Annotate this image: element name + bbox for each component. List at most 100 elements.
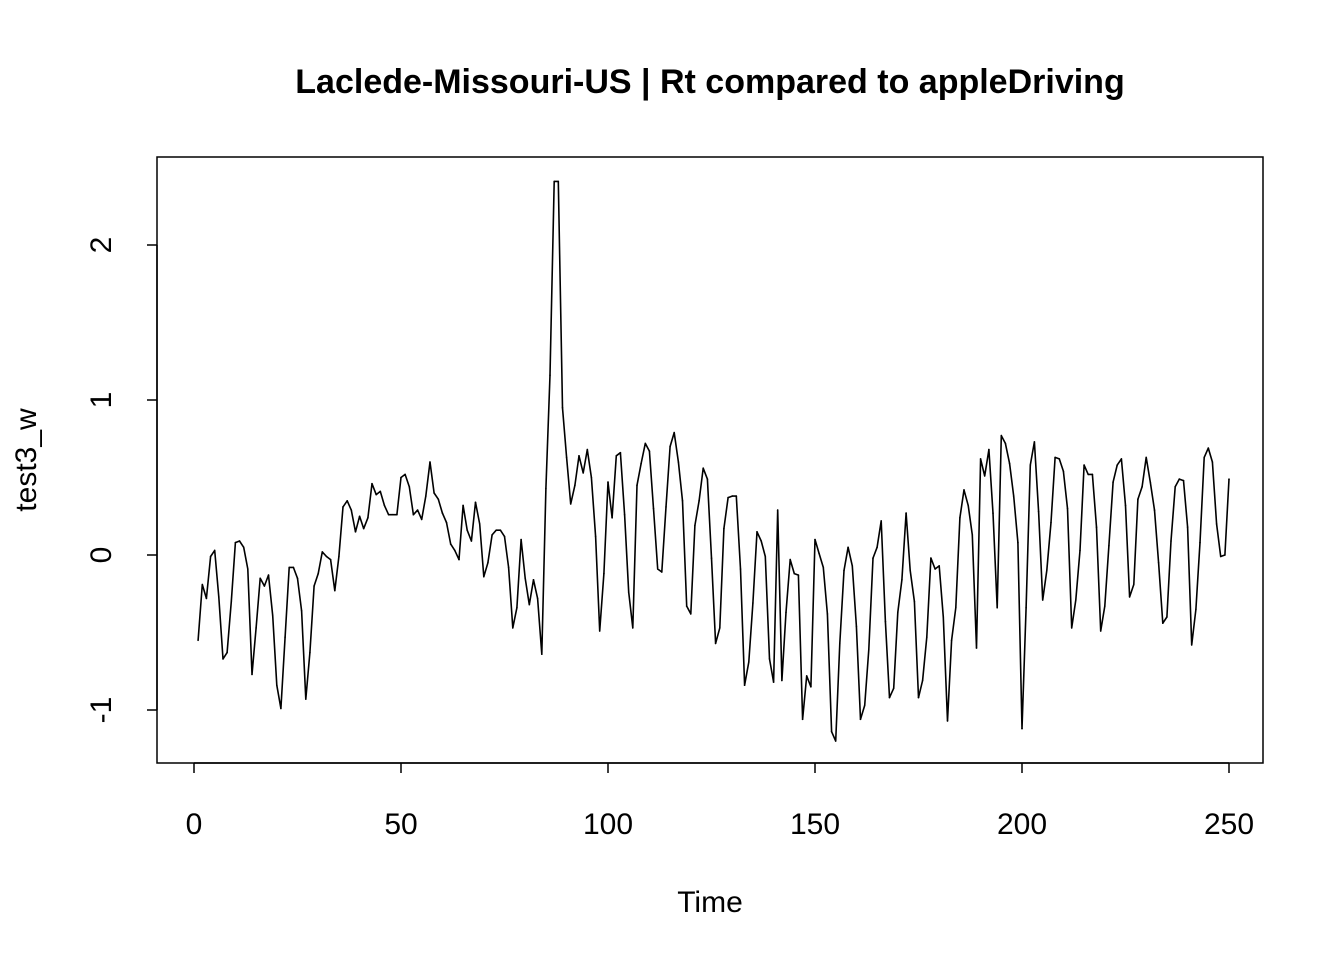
data-point: [598, 630, 601, 632]
data-point: [512, 627, 514, 629]
data-point: [280, 707, 282, 710]
data-point: [557, 180, 560, 183]
data-point: [839, 642, 841, 645]
data-point: [1041, 599, 1044, 601]
data-point: [785, 611, 787, 614]
data-point: [209, 555, 212, 558]
data-point: [433, 492, 435, 494]
data-point: [897, 611, 899, 614]
data-point: [603, 572, 605, 575]
data-point: [847, 546, 849, 549]
data-point: [748, 661, 750, 663]
data-point: [1137, 498, 1139, 501]
data-point: [1219, 555, 1222, 558]
data-point: [884, 620, 887, 623]
data-point: [942, 616, 945, 618]
data-point: [756, 531, 758, 533]
data-point: [955, 606, 957, 609]
data-point: [541, 653, 543, 655]
data-point: [466, 529, 469, 531]
data-point: [652, 507, 655, 510]
data-point: [350, 509, 353, 511]
data-point: [1087, 473, 1089, 476]
data-point: [1008, 462, 1011, 465]
data-point: [429, 461, 431, 463]
data-point: [507, 566, 510, 569]
data-point: [321, 551, 324, 553]
data-point: [213, 549, 216, 552]
data-point: [772, 681, 775, 683]
data-points: [197, 180, 1230, 742]
data-point: [309, 651, 311, 654]
y-tick-label: -1: [85, 697, 118, 724]
data-point: [1153, 509, 1156, 511]
data-point: [458, 558, 460, 561]
data-point: [810, 686, 812, 688]
data-point: [615, 455, 618, 457]
data-point: [1128, 596, 1131, 598]
data-point: [288, 566, 291, 569]
data-point: [578, 455, 580, 457]
data-point: [367, 517, 369, 519]
data-point: [723, 527, 725, 530]
data-point: [801, 718, 804, 721]
data-point: [358, 515, 361, 518]
data-point: [483, 575, 485, 578]
data-point: [1190, 644, 1193, 646]
data-point: [404, 473, 406, 476]
data-point: [569, 503, 572, 505]
x-tick-label: 100: [583, 808, 633, 841]
data-point: [536, 597, 539, 600]
data-point: [727, 496, 729, 499]
data-point: [988, 448, 990, 451]
data-point: [1224, 554, 1226, 556]
data-point: [863, 704, 866, 707]
data-point: [1046, 569, 1048, 572]
data-point: [516, 606, 518, 609]
data-point: [1083, 464, 1085, 466]
data-point: [1170, 540, 1172, 542]
data-point: [1099, 630, 1102, 632]
data-point: [1054, 456, 1056, 459]
data-point: [768, 658, 771, 660]
data-point: [255, 627, 257, 629]
data-point: [979, 458, 982, 460]
data-point: [909, 569, 911, 572]
data-point: [300, 610, 303, 612]
data-point: [524, 577, 526, 580]
data-point: [735, 495, 738, 497]
data-point: [834, 740, 837, 742]
data-point: [934, 568, 936, 570]
data-point: [752, 602, 754, 604]
data-point: [222, 658, 224, 660]
data-point: [1195, 608, 1197, 611]
data-point: [408, 486, 411, 488]
data-point: [694, 524, 696, 527]
data-point: [545, 487, 547, 490]
y-axis-label: test3_w: [10, 408, 43, 512]
data-point: [967, 504, 969, 507]
data-point: [242, 546, 245, 549]
data-point: [648, 450, 651, 452]
data-point: [661, 571, 663, 573]
data-point: [822, 566, 825, 569]
data-point: [921, 679, 924, 682]
data-point: [901, 579, 903, 581]
data-point: [632, 627, 634, 629]
data-point: [1108, 544, 1110, 547]
data-point: [627, 591, 630, 593]
data-point: [1091, 473, 1094, 476]
data-point: [764, 555, 767, 558]
data-point: [1120, 458, 1123, 460]
data-point: [656, 568, 659, 570]
data-point: [1186, 526, 1189, 528]
data-point: [487, 562, 489, 564]
data-point: [1029, 464, 1032, 466]
data-point: [868, 648, 870, 651]
data-point: [230, 600, 233, 603]
data-point: [690, 613, 692, 615]
data-point: [329, 558, 332, 561]
x-tick-label: 200: [997, 808, 1047, 841]
data-point: [983, 475, 986, 477]
